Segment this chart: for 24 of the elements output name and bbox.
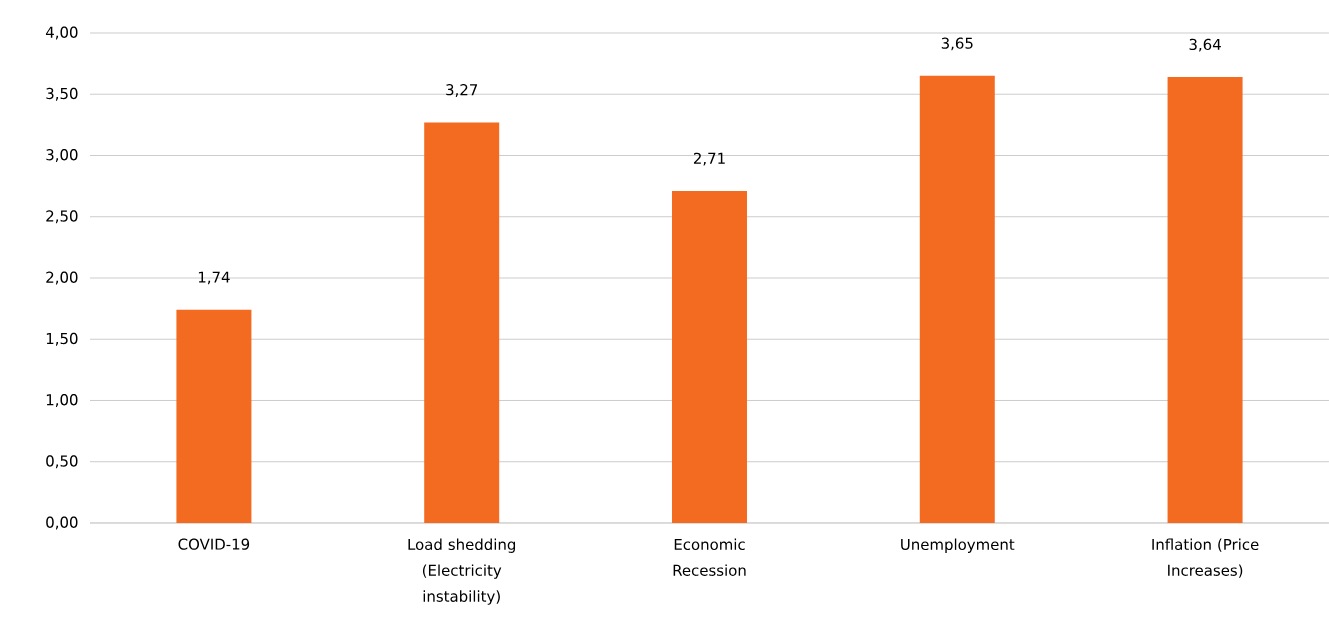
x-tick-label: Unemployment: [901, 538, 1015, 553]
data-label: 2,71: [693, 152, 725, 166]
y-tick-label: 2,00: [46, 271, 78, 285]
y-tick-label: 1,50: [46, 332, 78, 346]
bar: [1167, 77, 1243, 523]
y-tick-label: 1,00: [46, 394, 78, 407]
x-tick-label: Load shedding (Electricity instability): [408, 538, 516, 605]
bar: [919, 75, 995, 523]
bar: [424, 122, 500, 523]
data-label: 3,27: [446, 84, 478, 97]
y-tick-label: 3,00: [46, 149, 78, 162]
y-tick-label: 0,50: [46, 455, 78, 469]
data-label: 1,74: [198, 271, 230, 285]
x-tick-label: Economic Recession: [673, 538, 746, 576]
data-label: 3,64: [1189, 38, 1221, 52]
data-label: 3,65: [941, 37, 973, 51]
bar: [671, 191, 747, 523]
y-tick-label: 4,00: [45, 26, 78, 40]
x-tick-label: COVID-19: [178, 538, 250, 550]
y-tick-label: 0,00: [46, 516, 78, 530]
y-tick-label: 3,50: [46, 87, 78, 101]
x-tick-label: Inflation (Price Increases): [1152, 538, 1259, 578]
bar: [176, 309, 252, 523]
y-tick-label: 2,50: [46, 210, 78, 224]
